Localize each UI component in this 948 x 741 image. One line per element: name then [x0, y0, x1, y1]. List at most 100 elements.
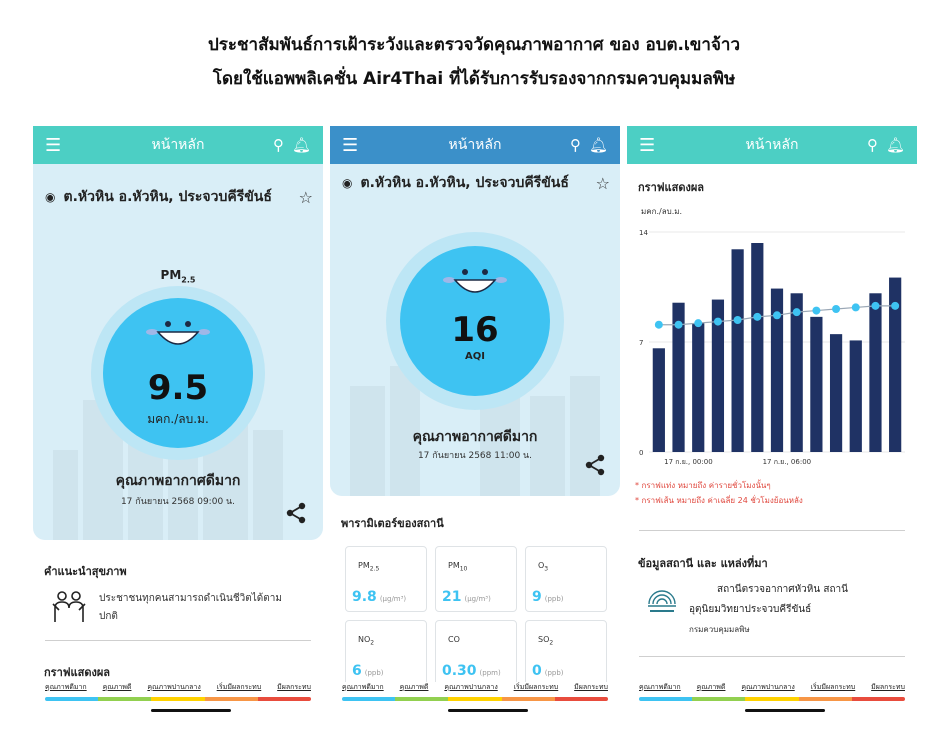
- param-card-no2[interactable]: NO2 6 (ppb): [345, 620, 427, 686]
- health-advice-title: คำแนะนำสุขภาพ: [44, 565, 127, 578]
- pm25-value: 9.5: [147, 368, 209, 408]
- legend-impact[interactable]: มีผลกระทบ: [574, 683, 608, 691]
- y-tick-label: 7: [639, 339, 643, 347]
- chart-bar: [869, 293, 882, 452]
- graph-section-title: กราฟแสดงผล: [44, 666, 111, 679]
- legend-good[interactable]: คุณภาพดี: [696, 683, 726, 691]
- search-icon[interactable]: ⚲: [569, 136, 581, 154]
- param-card-pm10[interactable]: PM10 21 (μg/m³): [435, 546, 517, 612]
- hamburger-menu-icon[interactable]: ☰: [342, 134, 359, 156]
- smiley-face-icon: [146, 321, 210, 345]
- avg-point: [694, 319, 703, 328]
- chart-bar: [790, 293, 803, 452]
- aqi-unit: AQI: [465, 351, 485, 362]
- share-icon[interactable]: [285, 502, 307, 524]
- avg-point: [891, 301, 900, 310]
- chart-bar: [711, 299, 725, 452]
- legend-moderate[interactable]: คุณภาพปานกลาง: [147, 683, 201, 691]
- x-tick-label: 17 ก.ย., 06:00: [763, 458, 812, 466]
- app-bar: ☰ หน้าหลัก ⚲ 🔔︎: [627, 126, 917, 164]
- legend-starting-impact[interactable]: เริ่มมีผลกระทบ: [513, 683, 559, 691]
- chart-bar: [849, 340, 862, 452]
- location-pin-icon: ◉: [342, 176, 353, 190]
- chart-bar: [731, 249, 744, 452]
- chart-bar: [652, 348, 665, 452]
- param-card-o3[interactable]: O3 9 (ppb): [525, 546, 607, 612]
- air-quality-status: คุณภาพอากาศดีมาก: [412, 429, 538, 445]
- pm25-gauge: 9.5 มคก./ลบ.ม.: [103, 298, 253, 448]
- avg-point: [713, 317, 722, 326]
- chart-bar: [751, 243, 764, 452]
- hamburger-menu-icon[interactable]: ☰: [639, 134, 656, 156]
- search-icon[interactable]: ⚲: [272, 136, 284, 154]
- station-name-line-1: สถานีตรวจอากาศหัวหิน สถานี: [717, 584, 849, 595]
- legend-starting-impact[interactable]: เริ่มมีผลกระทบ: [810, 683, 856, 691]
- bell-icon[interactable]: 🔔︎: [291, 136, 311, 154]
- legend-starting-impact[interactable]: เริ่มมีผลกระทบ: [216, 683, 262, 691]
- pm25-unit: มคก./ลบ.ม.: [147, 412, 209, 426]
- legend-good[interactable]: คุณภาพดี: [102, 683, 132, 691]
- favorite-star-icon[interactable]: ☆: [298, 187, 313, 207]
- reading-datetime: 17 กันยายน 2568 09:00 น.: [120, 497, 236, 507]
- health-advice-text-1: ประชาชนทุกคนสามารถดำเนินชีวิตได้ตาม: [99, 593, 282, 604]
- param-value: 0.30 (ppm): [442, 663, 501, 679]
- chart-bar: [692, 323, 705, 452]
- legend-moderate[interactable]: คุณภาพปานกลาง: [444, 683, 498, 691]
- legend-moderate[interactable]: คุณภาพปานกลาง: [741, 683, 795, 691]
- station-name-line-2: อุตุนิยมวิทยาประจวบคีรีขันธ์: [689, 604, 812, 615]
- avg-point: [733, 316, 742, 324]
- location-row: ◉ ต.หัวหิน อ.หัวหิน, ประจวบคีรีขันธ์ ☆: [330, 164, 620, 194]
- legend-color-bar: [639, 697, 905, 701]
- aqi-gauge: 16 AQI: [400, 246, 550, 396]
- legend-excellent[interactable]: คุณภาพดีมาก: [342, 683, 384, 691]
- air-quality-status: คุณภาพอากาศดีมาก: [115, 473, 241, 489]
- pm25-label: PM2.5: [160, 268, 196, 285]
- chart-bar: [672, 302, 685, 452]
- avg-point: [753, 312, 762, 321]
- smiley-face-icon: [443, 269, 507, 293]
- bell-icon[interactable]: 🔔︎: [588, 136, 608, 154]
- avg-point: [773, 311, 781, 320]
- param-value: 0 (ppb): [532, 663, 564, 679]
- bell-icon[interactable]: 🔔︎: [885, 136, 905, 154]
- divider: [639, 530, 905, 531]
- legend-impact[interactable]: มีผลกระทบ: [871, 683, 905, 691]
- location-pin-icon: ◉: [45, 190, 56, 204]
- station-org: กรมควบคุมมลพิษ: [689, 625, 750, 634]
- avg-point: [792, 308, 801, 317]
- avg-point: [654, 320, 663, 329]
- legend-good[interactable]: คุณภาพดี: [399, 683, 429, 691]
- param-value: 21 (μg/m³): [442, 589, 491, 605]
- param-card-so2[interactable]: SO2 0 (ppb): [525, 620, 607, 686]
- page-heading: ประชาสัมพันธ์การเฝ้าระวังและตรวจวัดคุณภา…: [0, 28, 948, 96]
- station-info: สถานีตรวจอากาศหัวหิน สถานี อุตุนิยมวิทยา…: [645, 580, 907, 640]
- scroll-indicator: [151, 709, 232, 712]
- air-quality-card: ◉ ต.หัวหิน อ.หัวหิน, ประจวบคีรีขันธ์ ☆ P…: [33, 164, 323, 540]
- aqi-value: 16: [451, 310, 499, 350]
- avg-point: [851, 303, 860, 312]
- divider: [45, 640, 311, 641]
- legend-impact[interactable]: มีผลกระทบ: [277, 683, 311, 691]
- favorite-star-icon[interactable]: ☆: [595, 173, 610, 193]
- location-name: ต.หัวหิน อ.หัวหิน, ประจวบคีรีขันธ์: [63, 189, 272, 205]
- station-params-title: พารามิเตอร์ของสถานี: [341, 517, 444, 530]
- share-icon[interactable]: [584, 454, 606, 476]
- avg-point: [832, 305, 841, 313]
- quality-legend: คุณภาพดีมาก คุณภาพดี คุณภาพปานกลาง เริ่ม…: [639, 682, 905, 712]
- search-icon[interactable]: ⚲: [866, 136, 878, 154]
- legend-excellent[interactable]: คุณภาพดีมาก: [639, 683, 681, 691]
- phone-screen-aqi: ☰ หน้าหลัก ⚲ 🔔︎ ◉ ต.หัวหิน อ.หัวหิน, ประ…: [330, 126, 620, 716]
- hamburger-menu-icon[interactable]: ☰: [45, 134, 62, 156]
- legend-excellent[interactable]: คุณภาพดีมาก: [45, 683, 87, 691]
- chart-bar: [770, 288, 784, 452]
- app-bar: ☰ หน้าหลัก ⚲ 🔔︎: [33, 126, 323, 164]
- param-name: SO: [538, 635, 550, 644]
- param-card-co[interactable]: CO 0.30 (ppm): [435, 620, 517, 686]
- legend-color-bar: [45, 697, 311, 701]
- heading-line-2: โดยใช้แอพพลิเคชั่น Air4Thai ที่ได้รับการ…: [212, 69, 736, 89]
- chart-bar: [810, 316, 823, 452]
- params-grid: PM2.5 9.8 (μg/m³) PM10 21 (μg/m³) O3 9 (ppb…: [330, 532, 620, 686]
- param-name: O: [538, 561, 545, 570]
- phone-screen-graph: ☰ หน้าหลัก ⚲ 🔔︎ กราฟแสดงผล มคก./ลบ.ม. 0 7 1…: [627, 126, 917, 716]
- param-card-pm25[interactable]: PM2.5 9.8 (μg/m³): [345, 546, 427, 612]
